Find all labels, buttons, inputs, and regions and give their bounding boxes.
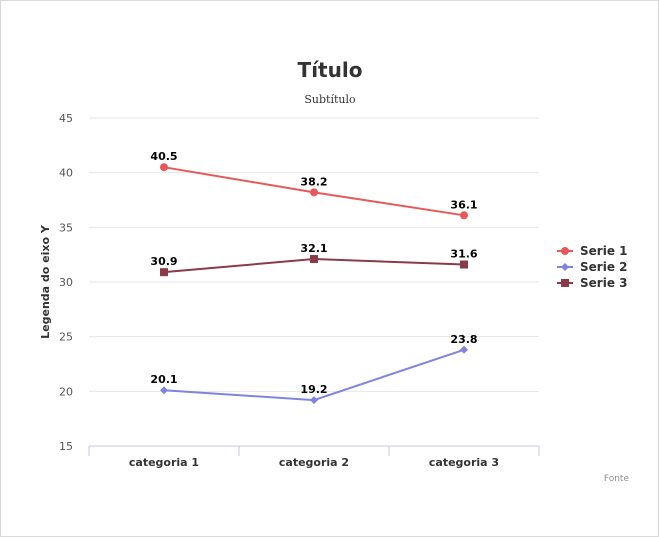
y-tick-label: 35 bbox=[59, 221, 73, 234]
series-3 bbox=[160, 255, 468, 277]
y-tick-label: 30 bbox=[59, 276, 73, 289]
data-point[interactable] bbox=[310, 396, 318, 405]
data-point[interactable] bbox=[460, 345, 468, 354]
data-point[interactable] bbox=[160, 386, 168, 395]
legend-item[interactable]: Serie 3 bbox=[557, 276, 627, 290]
data-label: 40.5 bbox=[150, 150, 177, 163]
chart-title: Título bbox=[298, 58, 363, 82]
x-axis: categoria 1 categoria 2 categoria 3 bbox=[88, 445, 540, 469]
legend-item[interactable]: Serie 1 bbox=[557, 244, 627, 258]
y-tick-label: 45 bbox=[59, 112, 73, 125]
legend-label: Serie 2 bbox=[580, 260, 627, 274]
legend-marker[interactable] bbox=[561, 263, 569, 271]
legend-label: Serie 1 bbox=[580, 244, 627, 258]
data-point[interactable] bbox=[160, 163, 168, 172]
data-label: 32.1 bbox=[300, 242, 327, 255]
data-label: 20.1 bbox=[150, 373, 177, 386]
legend-marker[interactable] bbox=[561, 279, 569, 287]
y-axis-label: Legenda do eixo Y bbox=[39, 224, 52, 339]
data-labels: 40.5 38.2 36.1 20.1 19.2 23.8 30.9 32.1 31.6 bbox=[150, 150, 477, 396]
series-layer bbox=[160, 163, 468, 405]
series-1 bbox=[160, 163, 468, 220]
data-point[interactable] bbox=[310, 188, 318, 197]
data-point[interactable] bbox=[460, 260, 468, 269]
data-label: 31.6 bbox=[450, 248, 477, 261]
y-tick-label: 40 bbox=[59, 167, 73, 180]
y-tick-label: 15 bbox=[59, 440, 73, 453]
gridlines bbox=[89, 117, 539, 392]
legend-item[interactable]: Serie 2 bbox=[557, 260, 627, 274]
data-label: 19.2 bbox=[300, 383, 327, 396]
x-tick-label: categoria 1 bbox=[129, 456, 199, 469]
data-label: 23.8 bbox=[450, 333, 477, 346]
y-tick-label: 20 bbox=[59, 385, 73, 398]
legend: Serie 1 Serie 2 Serie 3 bbox=[557, 244, 627, 290]
data-point[interactable] bbox=[460, 211, 468, 220]
legend-marker[interactable] bbox=[561, 247, 569, 255]
data-point[interactable] bbox=[310, 255, 318, 264]
series-2 bbox=[160, 345, 468, 405]
chart-subtitle: Subtítulo bbox=[304, 93, 356, 106]
data-label: 38.2 bbox=[300, 175, 327, 188]
x-tick-label: categoria 2 bbox=[279, 456, 349, 469]
x-tick-label: categoria 3 bbox=[429, 456, 499, 469]
data-label: 36.1 bbox=[450, 198, 477, 211]
data-label: 30.9 bbox=[150, 255, 177, 268]
data-point[interactable] bbox=[160, 268, 168, 277]
chart-credit[interactable]: Fonte bbox=[604, 474, 630, 484]
y-tick-label: 25 bbox=[59, 331, 73, 344]
legend-label: Serie 3 bbox=[580, 276, 627, 290]
y-axis-ticks: 15 20 25 30 35 40 45 bbox=[59, 112, 73, 453]
